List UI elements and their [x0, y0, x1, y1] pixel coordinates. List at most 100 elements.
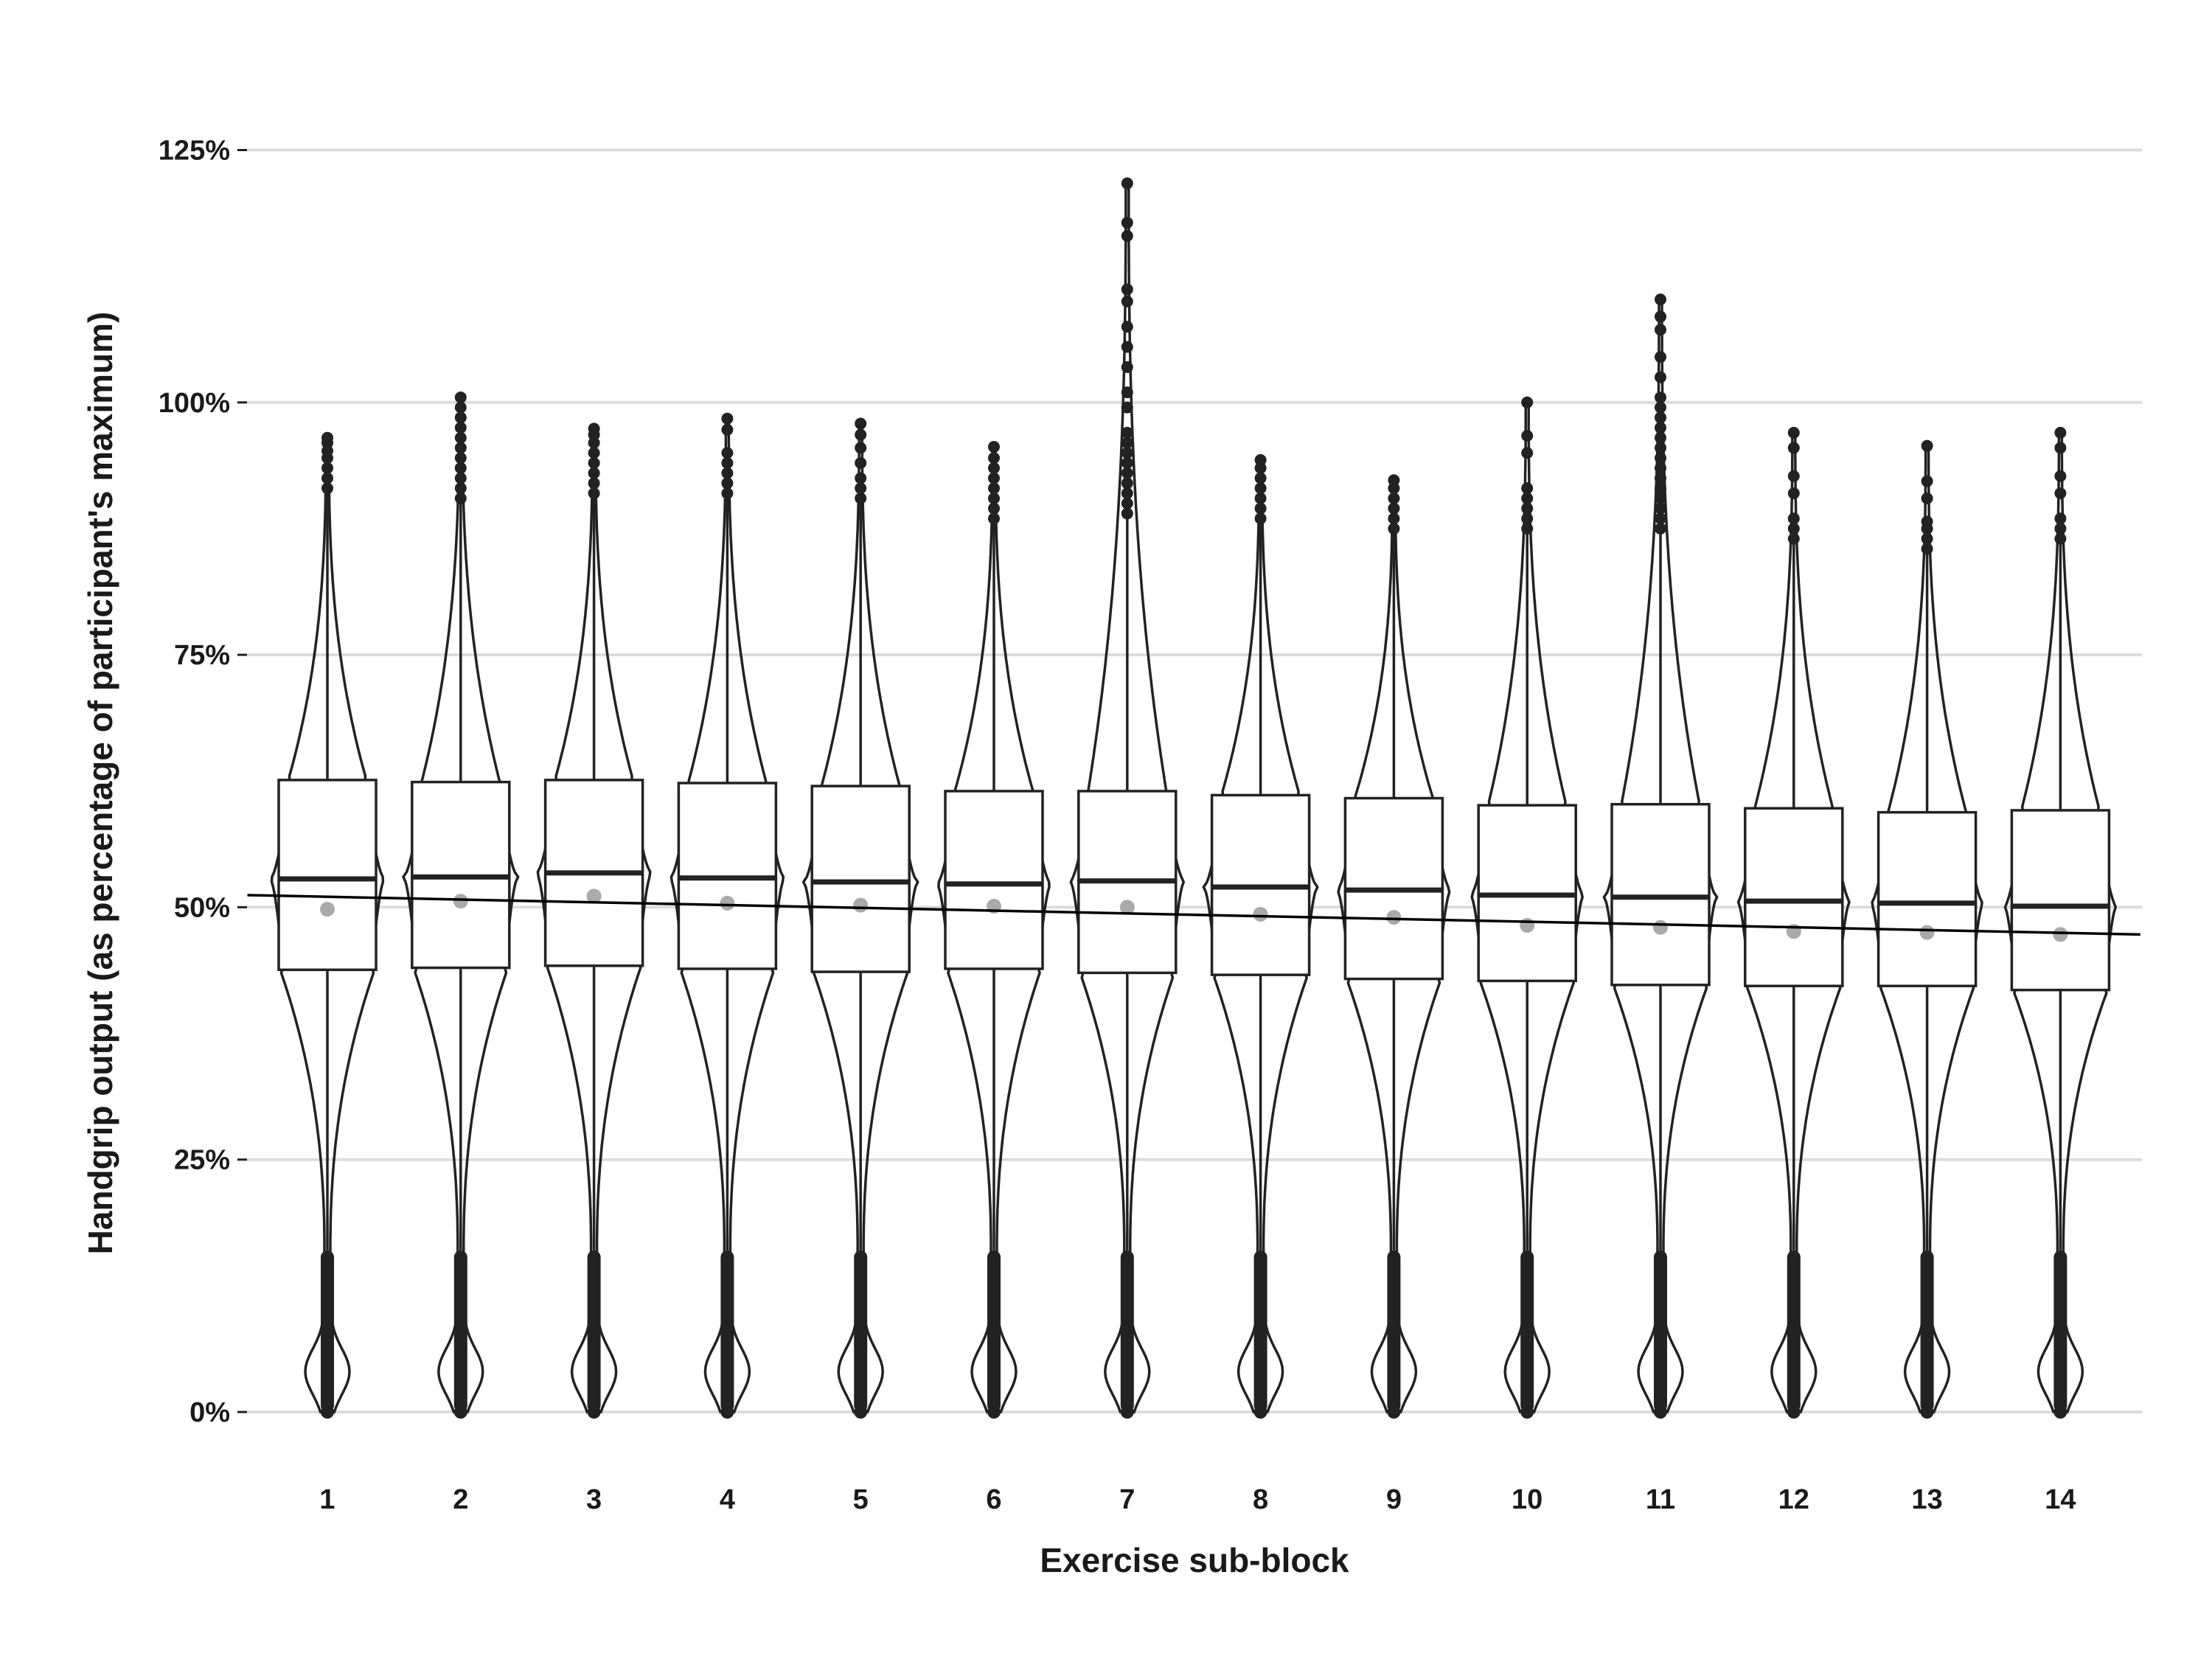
outlier-point — [1121, 401, 1133, 414]
outlier-point — [1654, 1405, 1667, 1419]
mean-point — [586, 888, 602, 904]
violin-group — [1470, 396, 1585, 1419]
outlier-point — [453, 1405, 467, 1419]
violin-group — [801, 417, 919, 1419]
mean-point — [1253, 906, 1268, 922]
outlier-point — [588, 477, 600, 490]
outlier-point — [1521, 429, 1534, 442]
outlier-point — [2054, 522, 2067, 535]
outlier-point — [855, 442, 867, 454]
outlier-point — [855, 456, 867, 469]
x-tick-label: 1 — [319, 1484, 335, 1515]
outlier-point — [1121, 507, 1133, 520]
plot-area — [270, 177, 2118, 1419]
outlier-point — [321, 482, 333, 495]
outlier-point — [1254, 482, 1267, 495]
y-axis-title: Handgrip output (as percentage of partic… — [81, 312, 119, 1255]
outlier-point — [1655, 512, 1666, 525]
outlier-point — [1655, 431, 1666, 444]
outlier-point — [1521, 522, 1534, 535]
outlier-point — [587, 1405, 601, 1419]
x-tick-label: 7 — [1119, 1484, 1135, 1515]
violin-group — [1736, 426, 1851, 1419]
outlier-point — [1787, 532, 1800, 545]
outlier-point — [1520, 1405, 1534, 1419]
x-tick-label: 8 — [1253, 1484, 1268, 1515]
outlier-point — [2054, 512, 2067, 525]
outlier-point — [1655, 472, 1666, 484]
box — [277, 779, 378, 972]
outlier-point — [1787, 522, 1800, 535]
outlier-point — [1787, 1405, 1801, 1419]
outlier-point — [1388, 502, 1400, 515]
outlier-point — [1921, 492, 1933, 504]
x-tick-label: 6 — [986, 1484, 1001, 1515]
outlier-point — [1121, 386, 1133, 399]
outlier-point — [1655, 411, 1666, 424]
gridlines — [247, 148, 2142, 1413]
outlier-point — [1521, 502, 1534, 515]
mean-point — [1119, 900, 1135, 915]
outlier-point — [454, 472, 467, 484]
outlier-point — [721, 447, 734, 459]
outlier-point — [1387, 1405, 1401, 1419]
outlier-point — [988, 482, 1000, 495]
outlier-point — [1121, 341, 1133, 353]
outlier-cluster-low — [1920, 1250, 1934, 1412]
outlier-cluster-low — [1520, 1250, 1534, 1412]
outlier-point — [987, 1405, 1001, 1419]
outlier-point — [1254, 502, 1267, 515]
outlier-point — [2054, 442, 2067, 454]
outlier-point — [1920, 1405, 1934, 1419]
mean-point — [1919, 925, 1935, 940]
y-tick-label: 0% — [189, 1397, 230, 1428]
outlier-point — [1787, 426, 1800, 439]
box — [1744, 807, 1844, 987]
box — [1877, 810, 1978, 987]
outlier-point — [1254, 472, 1267, 484]
outlier-point — [454, 462, 467, 474]
mean-point — [853, 897, 869, 913]
outlier-point — [454, 422, 467, 434]
violin-group — [1069, 177, 1186, 1419]
outlier-point — [321, 1405, 334, 1419]
outlier-point — [454, 391, 467, 403]
violin-group — [270, 431, 385, 1419]
outlier-cluster-low — [720, 1250, 734, 1412]
outlier-point — [1388, 474, 1400, 487]
outlier-point — [1521, 512, 1534, 525]
outlier-point — [1521, 492, 1534, 504]
outlier-cluster-low — [1253, 1250, 1267, 1412]
outlier-point — [1121, 321, 1133, 333]
outlier-point — [1388, 482, 1400, 495]
outlier-point — [1655, 391, 1666, 403]
outlier-cluster-low — [587, 1250, 601, 1412]
outlier-point — [1655, 310, 1666, 323]
outlier-point — [721, 423, 734, 436]
outlier-point — [855, 492, 867, 504]
outlier-point — [1121, 456, 1133, 469]
outlier-cluster-low — [1387, 1250, 1401, 1412]
outlier-point — [1121, 477, 1133, 490]
outlier-point — [321, 472, 333, 484]
outlier-point — [721, 467, 734, 479]
violin-group — [937, 441, 1051, 1419]
violin-group — [1337, 474, 1451, 1419]
outlier-point — [988, 492, 1000, 504]
outlier-point — [1921, 475, 1933, 487]
outlier-point — [1253, 1405, 1267, 1419]
box — [2010, 809, 2111, 992]
violin-group — [536, 422, 652, 1419]
outlier-point — [1655, 324, 1666, 336]
outlier-point — [321, 462, 333, 474]
outlier-point — [1121, 487, 1133, 500]
y-tick-label: 25% — [174, 1145, 230, 1176]
box — [810, 785, 911, 973]
outlier-cluster-low — [1654, 1250, 1667, 1412]
y-tick-label: 125% — [159, 136, 230, 167]
outlier-point — [988, 452, 1000, 465]
outlier-point — [1655, 502, 1666, 515]
violin-group — [1602, 293, 1719, 1419]
outlier-point — [1121, 177, 1133, 189]
x-axis: 1 2 3 4 5 6 7 8 9 10 11 12 13 14 — [319, 1484, 2076, 1515]
